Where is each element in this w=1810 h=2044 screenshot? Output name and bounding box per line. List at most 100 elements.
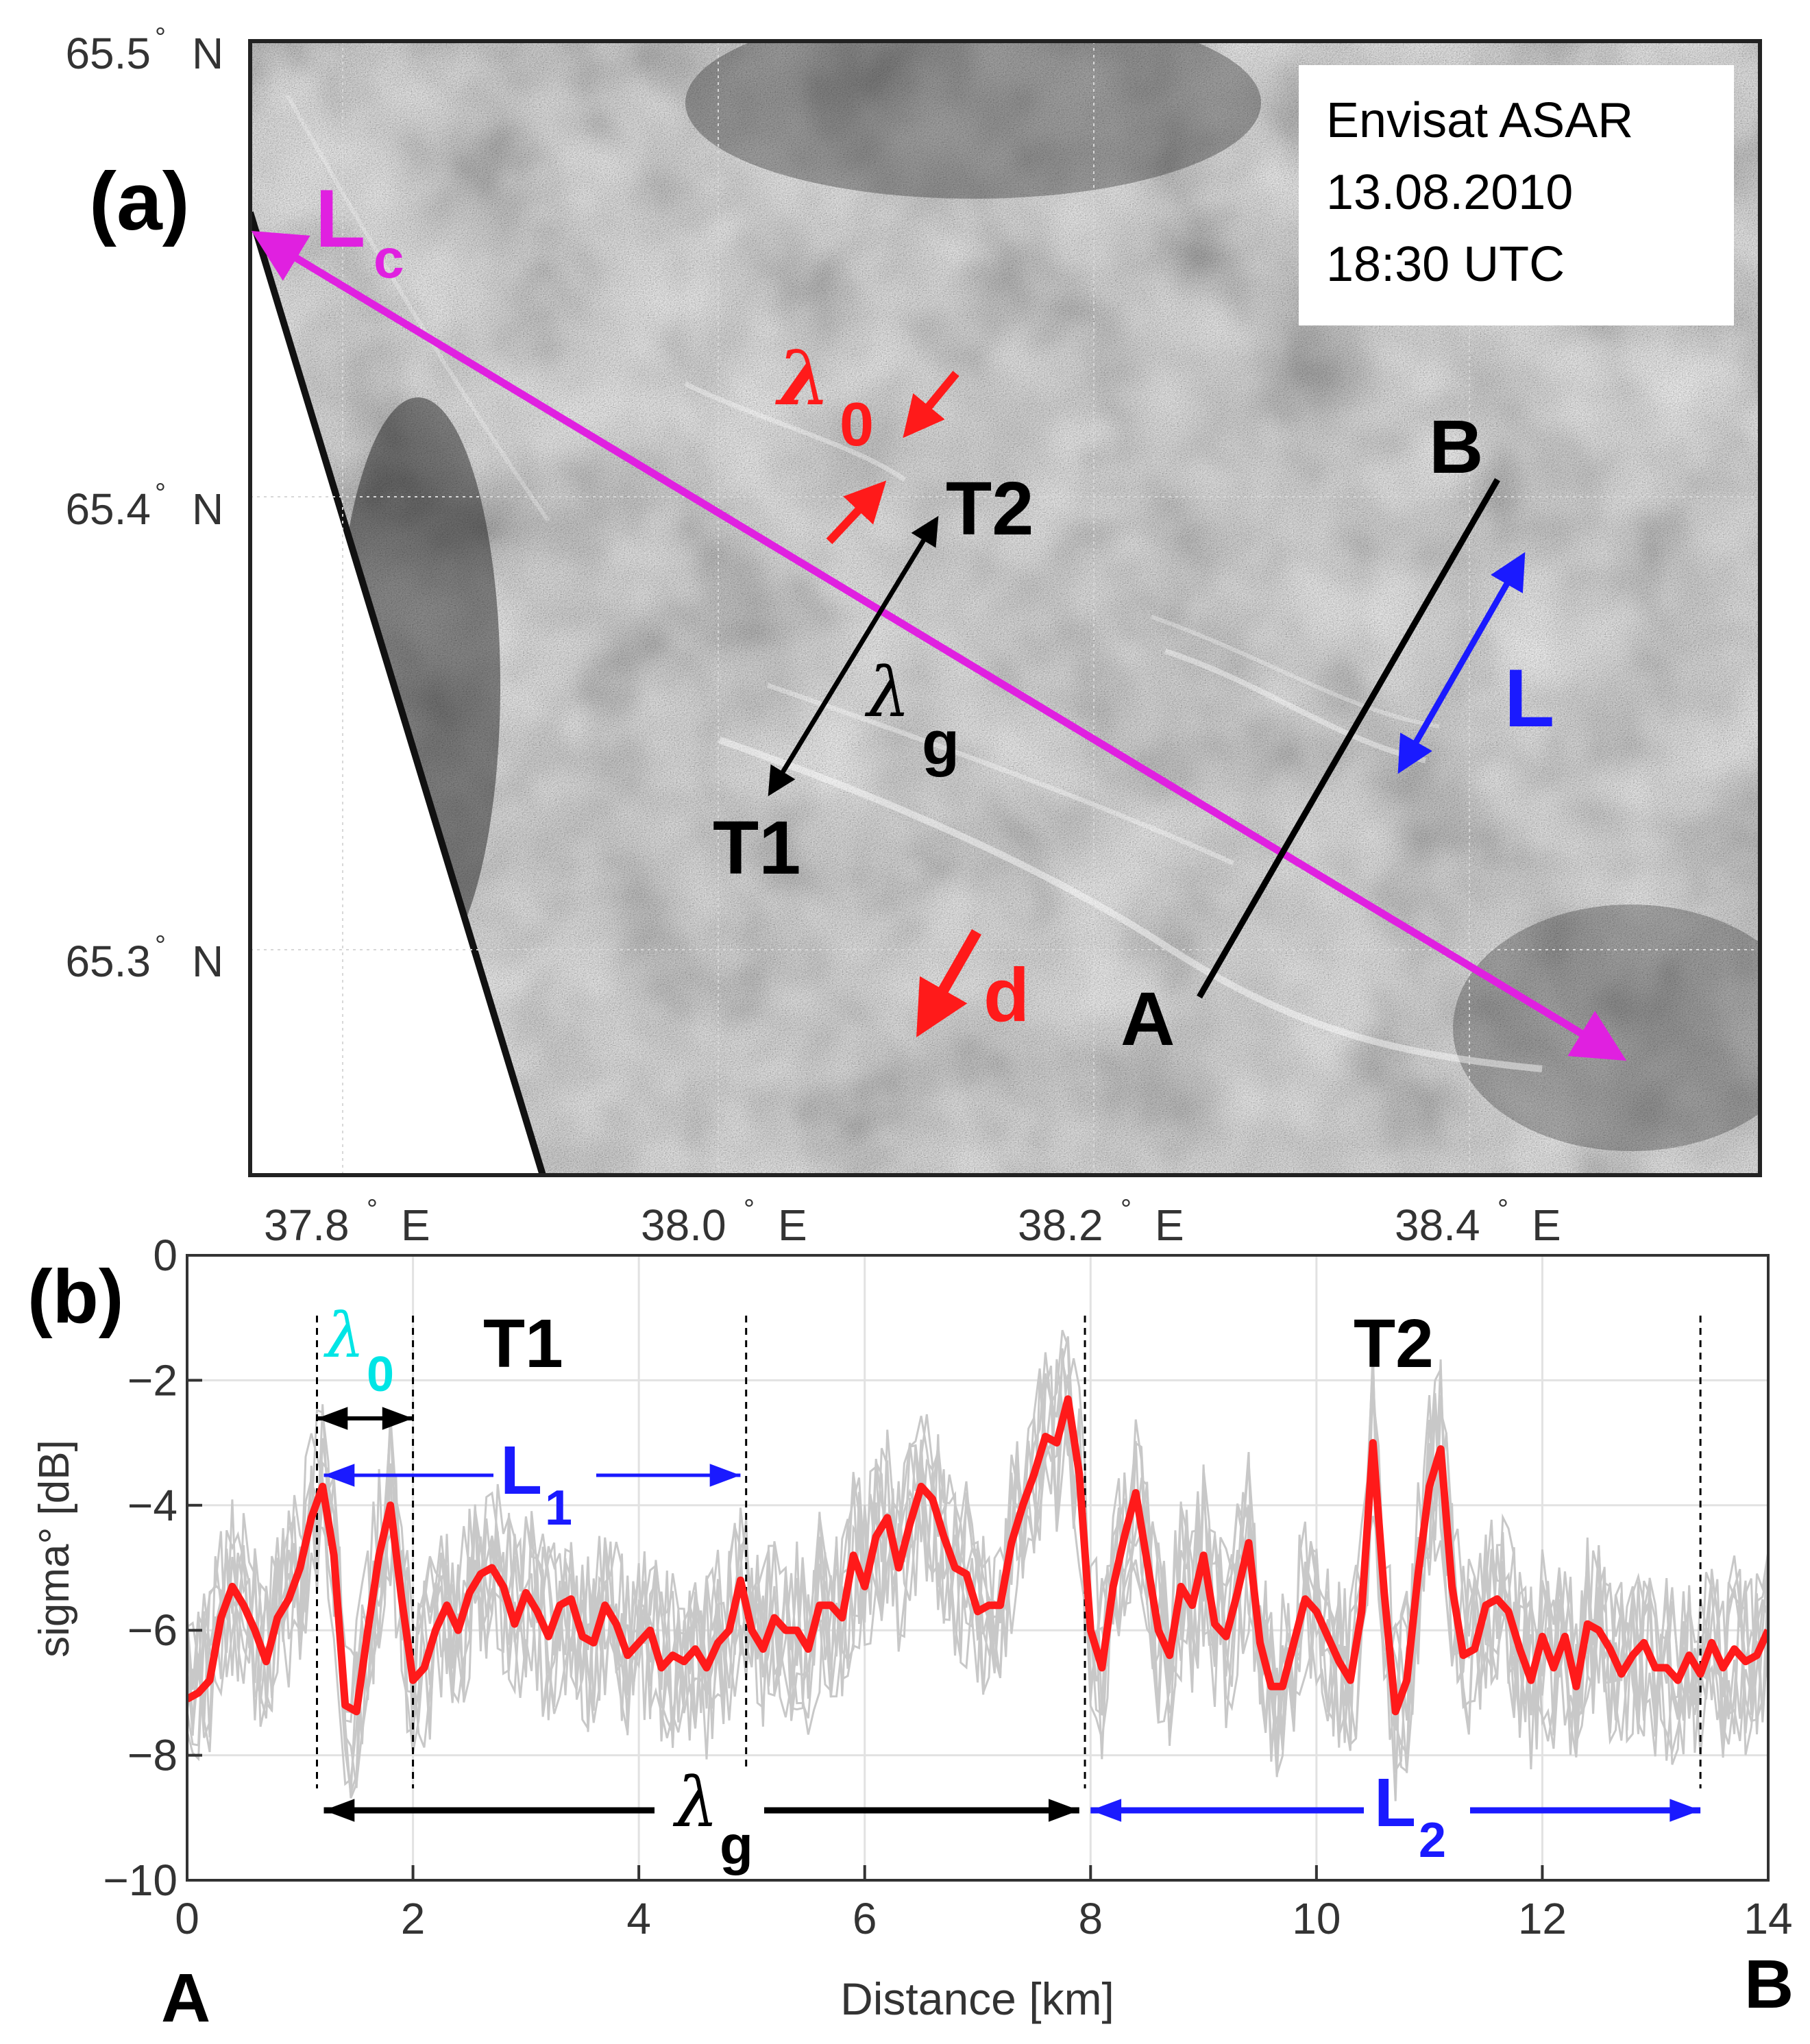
- end-label-b: B: [1744, 1946, 1794, 2023]
- lambda-g-span-arrow-head: [323, 1799, 355, 1822]
- svg-text:65.4: 65.4: [65, 484, 151, 534]
- individual-profiles: [187, 1329, 1768, 1801]
- individual-profile-line: [187, 1329, 1768, 1788]
- end-label-a: A: [161, 1960, 210, 2036]
- svg-text:°: °: [155, 478, 166, 508]
- svg-text:°: °: [744, 1194, 755, 1224]
- svg-text:37.8: 37.8: [264, 1200, 350, 1250]
- l-arrow: [1397, 552, 1526, 774]
- lat-tick-65-5: 65.5 ° N: [65, 23, 223, 78]
- x-tick-label: 14: [1744, 1894, 1792, 1943]
- svg-text:65.3: 65.3: [65, 937, 151, 986]
- svg-text:g: g: [922, 709, 959, 778]
- panel-b: (b) 0 2 4 6 8 10 12 140−2−4−6−8−10 λ 0 T1 T2 L …: [27, 1231, 1794, 2036]
- svg-text:°: °: [155, 931, 166, 961]
- y-tick-label: −6: [127, 1605, 178, 1655]
- l2-span-arrow-head: [1670, 1799, 1701, 1822]
- panel-b-label: (b): [27, 1255, 123, 1339]
- lon-tick-37-8: 37.8 ° E: [264, 1194, 430, 1250]
- lambda-0-span-arrow-head: [382, 1407, 413, 1430]
- x-tick-label: 4: [626, 1894, 651, 1943]
- l2-label: L 2: [1374, 1764, 1446, 1868]
- svg-text:λ: λ: [672, 1762, 718, 1843]
- svg-text:N: N: [192, 29, 223, 78]
- label-t2: T2: [946, 467, 1034, 551]
- svg-text:λ: λ: [775, 334, 831, 422]
- svg-text:λ: λ: [323, 1300, 365, 1372]
- lon-tick-38-0: 38.0 ° E: [641, 1194, 807, 1250]
- label-t1: T1: [713, 806, 800, 890]
- svg-text:°: °: [155, 23, 166, 53]
- label-a: A: [1121, 977, 1175, 1061]
- l1-span-arrow-head: [323, 1464, 355, 1487]
- x-axis-label: Distance [km]: [840, 1973, 1114, 2024]
- y-axis-label: sigma° [dB]: [31, 1440, 78, 1658]
- individual-profile-line: [187, 1335, 1768, 1796]
- label-t2-b: T2: [1354, 1305, 1434, 1382]
- y-tick-label: −4: [127, 1481, 178, 1530]
- lambda-0-arrow-bottom: [826, 480, 887, 545]
- lambda-g-arrow: [768, 515, 939, 797]
- y-tick-label: 0: [153, 1231, 178, 1280]
- x-tick-label: 10: [1292, 1894, 1341, 1943]
- image-frame: [248, 39, 1762, 1177]
- lambda-g-label-b: λ g: [655, 1762, 764, 1875]
- individual-profile-line: [187, 1374, 1768, 1786]
- x-tick-label: 0: [175, 1894, 199, 1943]
- svg-text:1: 1: [545, 1481, 572, 1536]
- info-box: Envisat ASAR 13.08.2010 18:30 UTC: [1299, 65, 1734, 325]
- label-d: d: [983, 953, 1029, 1037]
- svg-text:E: E: [401, 1200, 430, 1250]
- svg-text:°: °: [1497, 1194, 1508, 1224]
- plot-axes: 0 2 4 6 8 10 12 140−2−4−6−8−10: [103, 1231, 1792, 1943]
- lc-label: L c: [315, 173, 404, 289]
- info-sensor: Envisat ASAR: [1326, 93, 1633, 148]
- lc-arrow: [251, 231, 1627, 1061]
- svg-text:L: L: [1374, 1764, 1416, 1841]
- svg-text:g: g: [720, 1814, 753, 1875]
- svg-text:E: E: [1155, 1200, 1184, 1250]
- svg-text:c: c: [374, 228, 404, 289]
- y-tick-label: −10: [103, 1856, 178, 1905]
- x-tick-label: 6: [853, 1894, 877, 1943]
- l1-label: L 1: [500, 1432, 572, 1536]
- svg-text:38.0: 38.0: [641, 1200, 726, 1250]
- svg-text:N: N: [192, 937, 223, 986]
- x-tick-label: 8: [1078, 1894, 1103, 1943]
- svg-text:0: 0: [840, 391, 874, 459]
- x-tick-label: 12: [1518, 1894, 1567, 1943]
- svg-text:L: L: [315, 173, 365, 264]
- svg-text:65.5: 65.5: [65, 29, 151, 78]
- lat-tick-65-3: 65.3 ° N: [65, 931, 223, 986]
- svg-text:L: L: [500, 1432, 542, 1509]
- svg-text:E: E: [1532, 1200, 1561, 1250]
- panel-a: Envisat ASAR 13.08.2010 18:30 UTC (a) 65…: [65, 23, 1762, 1250]
- svg-text:38.2: 38.2: [1018, 1200, 1103, 1250]
- svg-text:N: N: [192, 484, 223, 534]
- lat-tick-65-4: 65.4 ° N: [65, 478, 223, 534]
- lambda-g-span-arrow-head: [1049, 1799, 1079, 1822]
- info-time: 18:30 UTC: [1326, 237, 1565, 292]
- label-b: B: [1429, 405, 1483, 489]
- lambda-0-span-arrow-head: [317, 1407, 348, 1430]
- lambda-0-label-b: λ 0: [323, 1300, 394, 1402]
- label-l: L: [1504, 652, 1554, 744]
- y-tick-label: −8: [127, 1731, 178, 1780]
- svg-text:E: E: [778, 1200, 807, 1250]
- svg-text:°: °: [1121, 1194, 1132, 1224]
- svg-text:38.4: 38.4: [1395, 1200, 1480, 1250]
- lon-tick-38-4: 38.4 ° E: [1395, 1194, 1561, 1250]
- mean-profile-line: [187, 1395, 1768, 1716]
- d-arrow: [916, 929, 981, 1037]
- svg-text:0: 0: [367, 1347, 394, 1402]
- svg-text:2: 2: [1419, 1813, 1446, 1868]
- lambda-0-label-a: λ 0: [775, 334, 874, 459]
- l1-span-arrow-head: [709, 1464, 741, 1487]
- l2-span-arrow-head: [1090, 1799, 1122, 1822]
- plot-frame: [186, 1254, 1770, 1882]
- lambda-g-label: λ g: [864, 652, 959, 778]
- x-tick-label: 2: [401, 1894, 426, 1943]
- label-t1-b: T1: [483, 1305, 563, 1382]
- individual-profile-line: [187, 1359, 1768, 1799]
